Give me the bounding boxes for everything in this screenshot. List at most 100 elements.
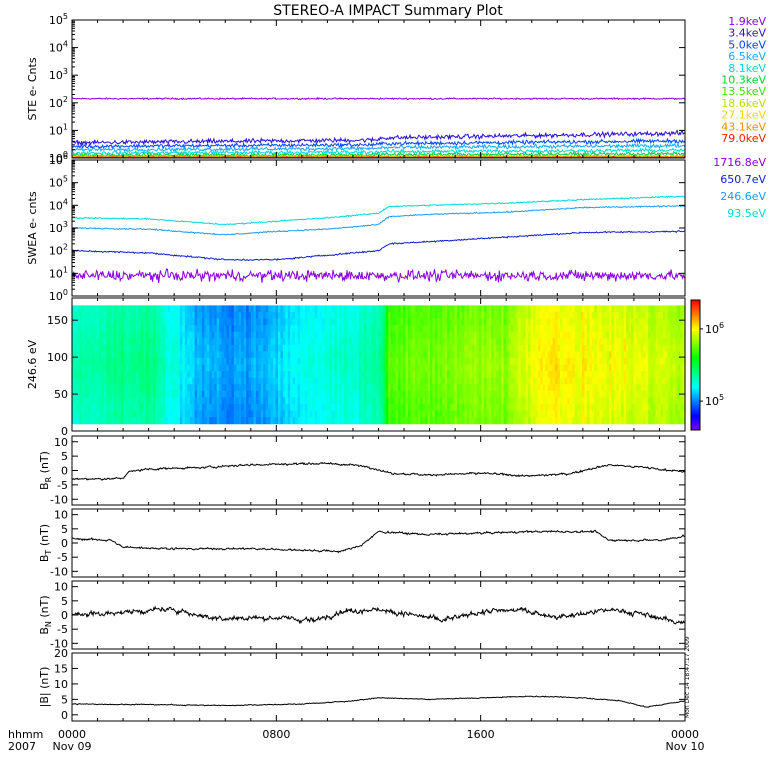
heatmap-cell (621, 351, 625, 359)
heatmap-cell (287, 344, 291, 352)
heatmap-cell (246, 357, 250, 366)
heatmap-cell (638, 384, 642, 392)
heatmap-cell (201, 417, 206, 425)
heatmap-cell (324, 364, 328, 372)
heatmap-cell (290, 311, 294, 320)
heatmap-cell (496, 305, 500, 313)
heatmap-cell (584, 357, 588, 366)
heatmap-cell (645, 325, 649, 333)
heatmap-cell (258, 338, 262, 346)
heatmap-cell (474, 305, 478, 313)
heatmap-cell (660, 318, 664, 326)
heatmap-cell (648, 403, 652, 412)
heatmap-cell (469, 371, 473, 379)
heatmap-cell (528, 305, 532, 313)
heatmap-cell (660, 338, 664, 346)
heatmap-cell (197, 397, 201, 405)
heatmap-cell (653, 357, 657, 366)
heatmap-cell (493, 338, 497, 346)
heatmap-cell (327, 377, 331, 385)
heatmap-cell (498, 351, 502, 359)
heatmap-cell (138, 377, 142, 385)
heatmap-cell (349, 351, 353, 359)
heatmap-cell (675, 344, 679, 352)
heatmap-cell (564, 397, 568, 405)
heatmap-cell (417, 364, 421, 372)
heatmap-cell (123, 410, 127, 418)
heatmap-cell (434, 417, 438, 425)
heatmap-cell (677, 403, 681, 412)
heatmap-cell (540, 403, 544, 412)
heatmap-cell (434, 371, 438, 379)
heatmap-cell (204, 318, 208, 326)
heatmap-cell (160, 377, 164, 385)
heatmap-cell (72, 357, 76, 366)
heatmap-cell (562, 390, 566, 398)
colorbar-segment (691, 427, 700, 431)
heatmap-cell (341, 357, 345, 366)
heatmap-cell (383, 410, 387, 418)
heatmap-cell (601, 377, 605, 385)
heatmap-cell (376, 377, 380, 385)
heatmap-cell (520, 377, 524, 385)
heatmap-cell (319, 311, 323, 320)
heatmap-cell (361, 351, 365, 359)
heatmap-cell (567, 410, 571, 418)
heatmap-cell (537, 397, 541, 405)
heatmap-cell (488, 377, 492, 385)
heatmap-cell (672, 344, 676, 352)
heatmap-cell (265, 364, 269, 372)
heatmap-cell (275, 390, 279, 398)
heatmap-cell (89, 331, 93, 339)
heatmap-cell (613, 397, 617, 405)
heatmap-cell (165, 403, 169, 412)
heatmap-cell (241, 364, 245, 372)
heatmap-cell (317, 351, 321, 359)
heatmap-cell (635, 351, 640, 359)
heatmap-cell (628, 377, 632, 385)
heatmap-cell (224, 364, 228, 372)
heatmap-cell (214, 318, 218, 326)
heatmap-cell (96, 390, 100, 398)
heatmap-cell (682, 357, 686, 366)
heatmap-cell (106, 371, 110, 379)
heatmap-cell (520, 371, 524, 379)
heatmap-cell (650, 344, 654, 352)
heatmap-cell (189, 311, 193, 320)
colorbar-segment (691, 317, 700, 320)
heatmap-cell (655, 344, 659, 352)
heatmap-cell (569, 371, 573, 379)
heatmap-cell (493, 331, 497, 339)
heatmap-cell (427, 410, 431, 418)
heatmap-cell (307, 403, 311, 412)
heatmap-cell (339, 331, 343, 339)
heatmap-cell (604, 417, 608, 425)
heatmap-cell (599, 325, 603, 333)
heatmap-cell (454, 318, 458, 326)
heatmap-cell (224, 338, 228, 346)
heatmap-cell (204, 338, 208, 346)
heatmap-cell (545, 364, 549, 372)
heatmap-cell (444, 377, 448, 385)
heatmap-cell (221, 331, 225, 339)
heatmap-cell (633, 318, 637, 326)
heatmap-cell (152, 331, 156, 339)
y-tick-label: -5 (57, 479, 68, 492)
heatmap-cell (248, 305, 252, 313)
heatmap-cell (339, 357, 343, 366)
heatmap-cell (439, 311, 443, 320)
heatmap-cell (415, 357, 419, 366)
heatmap-cell (547, 357, 551, 366)
heatmap-cell (682, 305, 686, 313)
heatmap-cell (608, 357, 613, 366)
heatmap-cell (417, 351, 421, 359)
heatmap-cell (341, 403, 345, 412)
heatmap-cell (520, 364, 524, 372)
heatmap-cell (101, 311, 105, 320)
heatmap-cell (523, 403, 527, 412)
heatmap-cell (444, 331, 448, 339)
heatmap-cell (339, 417, 343, 425)
heatmap-cell (373, 417, 377, 425)
heatmap-cell (398, 417, 402, 425)
heatmap-cell (454, 357, 458, 366)
